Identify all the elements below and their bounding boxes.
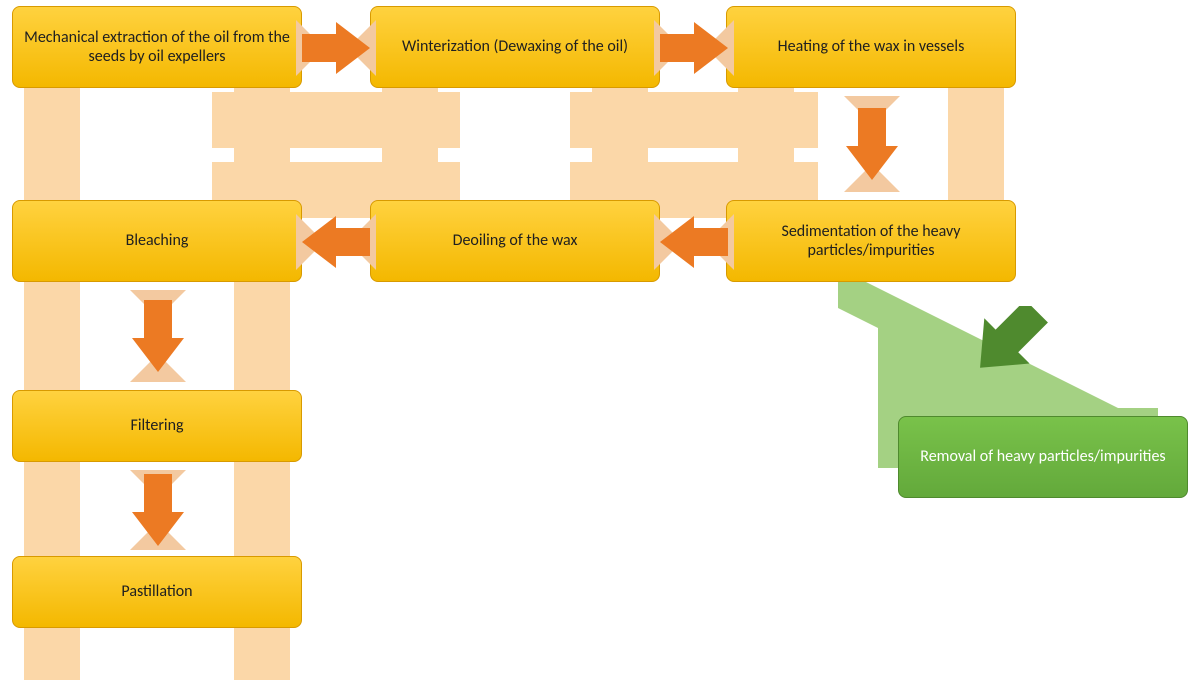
node-label: Mechanical extraction of the oil from th… (23, 28, 291, 66)
node-label: Sedimentation of the heavy particles/imp… (737, 222, 1005, 260)
arrow-down-icon (846, 108, 898, 180)
arrow-diag-down-right-icon (972, 306, 1056, 390)
node-label: Bleaching (126, 231, 189, 250)
arrow-down-icon (132, 474, 184, 546)
arrow-left-icon (302, 216, 370, 268)
node-heating: Heating of the wax in vessels (726, 6, 1016, 88)
node-sedimentation: Sedimentation of the heavy particles/imp… (726, 200, 1016, 282)
node-label: Heating of the wax in vessels (778, 37, 965, 56)
flowchart-stage: Mechanical extraction of the oil from th… (0, 0, 1200, 692)
node-winterization: Winterization (Dewaxing of the oil) (370, 6, 660, 88)
arrow-down-icon (132, 300, 184, 372)
node-label: Pastillation (121, 582, 192, 601)
node-filtering: Filtering (12, 390, 302, 462)
arrow-right-icon (302, 22, 370, 74)
arrow-right-icon (660, 22, 728, 74)
node-label: Winterization (Dewaxing of the oil) (402, 37, 628, 56)
node-extraction: Mechanical extraction of the oil from th… (12, 6, 302, 88)
node-pastillation: Pastillation (12, 556, 302, 628)
node-removal: Removal of heavy particles/impurities (898, 416, 1188, 498)
arrow-left-icon (660, 216, 728, 268)
node-deoiling: Deoiling of the wax (370, 200, 660, 282)
node-label: Filtering (130, 416, 183, 435)
node-label: Removal of heavy particles/impurities (920, 447, 1165, 466)
node-label: Deoiling of the wax (453, 231, 578, 250)
node-bleaching: Bleaching (12, 200, 302, 282)
